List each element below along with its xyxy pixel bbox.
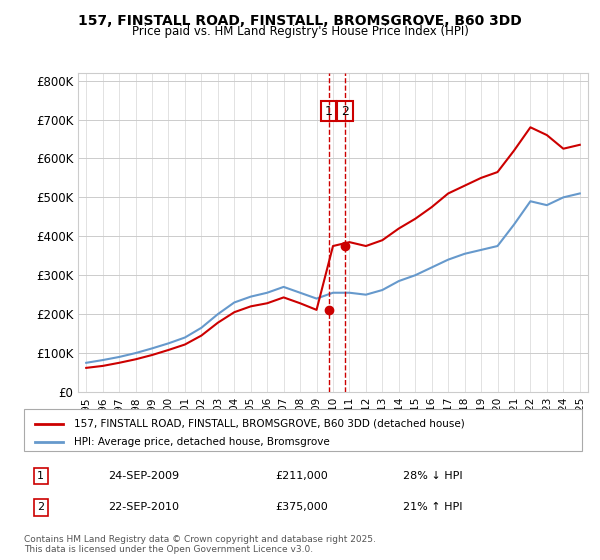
Text: 21% ↑ HPI: 21% ↑ HPI — [403, 502, 463, 512]
Text: Price paid vs. HM Land Registry's House Price Index (HPI): Price paid vs. HM Land Registry's House … — [131, 25, 469, 38]
Text: 1: 1 — [37, 471, 44, 481]
Text: 2: 2 — [37, 502, 44, 512]
Text: 157, FINSTALL ROAD, FINSTALL, BROMSGROVE, B60 3DD (detached house): 157, FINSTALL ROAD, FINSTALL, BROMSGROVE… — [74, 418, 465, 428]
Text: Contains HM Land Registry data © Crown copyright and database right 2025.
This d: Contains HM Land Registry data © Crown c… — [24, 535, 376, 554]
Text: 28% ↓ HPI: 28% ↓ HPI — [403, 471, 463, 481]
FancyBboxPatch shape — [24, 409, 582, 451]
Text: 22-SEP-2010: 22-SEP-2010 — [108, 502, 179, 512]
Text: HPI: Average price, detached house, Bromsgrove: HPI: Average price, detached house, Brom… — [74, 437, 330, 447]
Text: £211,000: £211,000 — [275, 471, 328, 481]
Text: 2: 2 — [341, 105, 349, 118]
Text: £375,000: £375,000 — [275, 502, 328, 512]
Text: 24-SEP-2009: 24-SEP-2009 — [108, 471, 179, 481]
Text: 157, FINSTALL ROAD, FINSTALL, BROMSGROVE, B60 3DD: 157, FINSTALL ROAD, FINSTALL, BROMSGROVE… — [78, 14, 522, 28]
Text: 1: 1 — [325, 105, 332, 118]
